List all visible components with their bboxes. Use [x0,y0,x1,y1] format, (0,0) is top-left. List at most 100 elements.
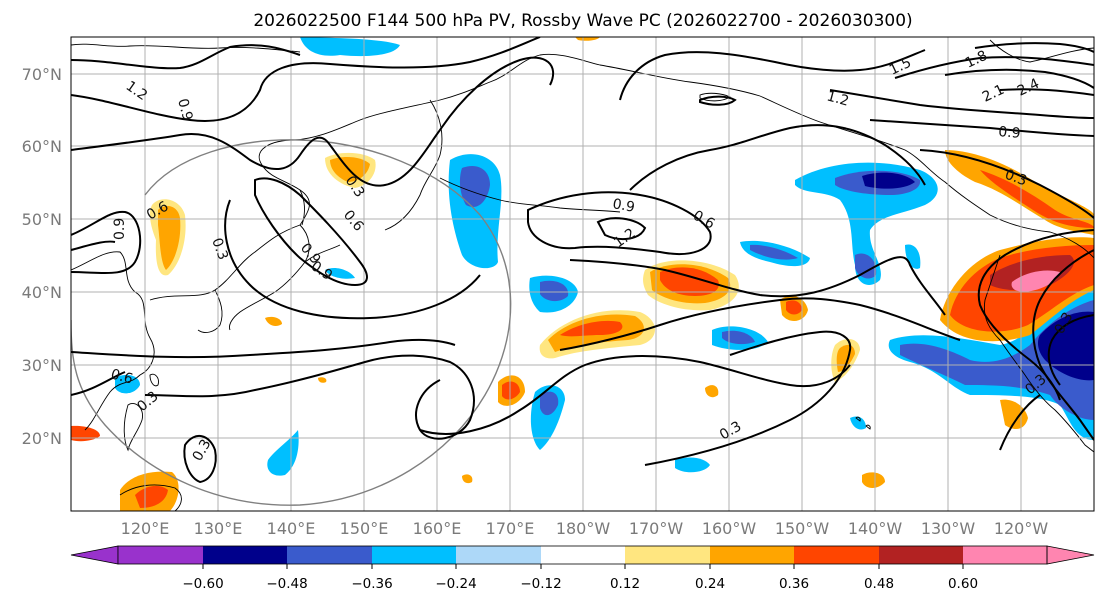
colorbar-segment [879,546,963,564]
lon-label: 150°E [340,519,389,538]
lat-label: 20°N [22,429,62,448]
contour-line-3 [71,56,555,187]
latitude-labels: 70°N 60°N 50°N 40°N 30°N 20°N [22,65,62,448]
orange-anomaly-sakhalin-core [158,206,181,270]
orange-anomaly-japan-south [265,316,282,326]
lat-label: 40°N [22,283,62,302]
lon-label: 150°W [775,519,830,538]
coastline-arctic [71,43,301,53]
contour-line-23 [999,88,1094,96]
blue-anomaly-south-central-core [540,391,559,416]
colorbar-segment [794,546,879,564]
coastline-hudson [989,39,1094,63]
colorbar-segment [287,546,372,564]
blue-anomaly-mid-pacific-core [722,330,755,345]
blue-anomaly-kamchatka-east-core [459,165,490,208]
lat-label: 30°N [22,356,62,375]
contour-line-17 [629,124,926,191]
contour-label: 0.9 [998,124,1022,142]
contour-line-11 [644,330,852,466]
coastline-aleutians [439,177,621,213]
colorbar-tick-label: −0.36 [351,576,392,592]
blue-anomaly-arctic [300,37,400,57]
lon-label: 180°W [556,519,611,538]
contour-line-14 [596,217,647,241]
colorbar-tick-label: −0.24 [435,576,476,592]
blue-anomaly-small-east-2 [850,416,866,430]
coastline-taiwan [149,373,159,387]
coastline-hawaii [855,416,871,430]
colorbar-segment [372,546,456,564]
contour-line-2 [71,37,541,122]
colorbar-tick-label: 0.12 [610,576,640,592]
pv-contours [71,37,1094,484]
orange-anomaly-tiny [462,474,473,484]
colorbar-segment [118,546,203,564]
lon-label: 130°W [921,519,976,538]
contour-line-15 [569,256,946,316]
coastline-sakhalin [299,189,305,226]
red-anomaly-jp-sea [318,377,327,383]
contour-line-28 [1032,249,1094,441]
blue-anomaly-japan [325,267,355,279]
lon-label: 170°E [486,519,535,538]
navy-anomaly-baja [1037,311,1094,381]
contour-line-29 [999,394,1041,451]
colorbar-tick-label: −0.12 [520,576,561,592]
blue-anomaly-hawaii-east [905,244,921,269]
contour-label: 0.3 [1003,167,1029,190]
colorbar-tick-label: 0.36 [779,576,809,592]
lon-label: 120°E [121,519,170,538]
contour-label: 0.9 [174,97,195,123]
contour-label: 0.9 [611,196,636,216]
contour-line-25 [919,149,1094,219]
contour-line-6 [254,177,368,287]
contour-line-21 [894,56,1094,79]
contour-label: 0.9 [112,218,128,240]
contour-line-7 [224,199,481,320]
red-anomaly-philippines [71,425,100,442]
colorbar-segment [625,546,710,564]
contour-line-5 [71,240,116,251]
red-anomaly-hawaii-west-core [502,381,520,400]
contour-line-30 [699,95,737,106]
colorbar-extend-high [1046,545,1095,565]
colorbar: −0.60 −0.48 −0.36 −0.24 −0.12 0.12 0.24 … [70,545,1095,592]
contour-line-13 [527,191,712,255]
colorbar-tick-label: 0.24 [695,576,725,592]
colorbar-segment [963,546,1047,564]
colorbar-tick-label: 0.60 [948,576,978,592]
lon-label: 140°E [267,519,316,538]
contour-line-10 [419,355,851,435]
colorbar-segment [203,546,287,564]
red-anomaly-nw-america [980,170,1094,228]
coastline-namerica-west [983,254,1094,453]
contour-line-22 [944,68,1094,89]
colorbar-tick-label: −0.48 [266,576,307,592]
colorbar-tick-label: −0.60 [182,576,223,592]
contour-line-1 [71,44,301,70]
red-anomaly-new-guinea [135,485,168,508]
colorbar-segment [710,546,794,564]
contour-line-16 [559,297,961,351]
lon-label: 140°W [848,519,903,538]
lat-label: 50°N [22,210,62,229]
red-anomaly-midlat-1 [560,320,623,337]
blue-anomaly-small-east [675,457,710,473]
contour-line-20 [869,119,1094,137]
lon-label: 160°W [702,519,757,538]
red-anomaly-midlat-2 [660,267,719,296]
contour-line-18 [619,49,926,101]
reference-circle [71,139,512,506]
orange-anomaly-top [575,37,600,41]
blue-anomaly-east-pacific-core [750,244,798,260]
contour-line-8 [71,338,456,359]
lon-label: 170°W [629,519,684,538]
colorbar-segment [541,546,625,564]
longitude-labels: 120°E 130°E 140°E 150°E 160°E 170°E 180°… [121,519,1049,538]
graticule [71,37,1094,511]
contour-label: 0.6 [109,366,135,387]
map-frame [70,36,1095,512]
lon-label: 120°W [994,519,1049,538]
